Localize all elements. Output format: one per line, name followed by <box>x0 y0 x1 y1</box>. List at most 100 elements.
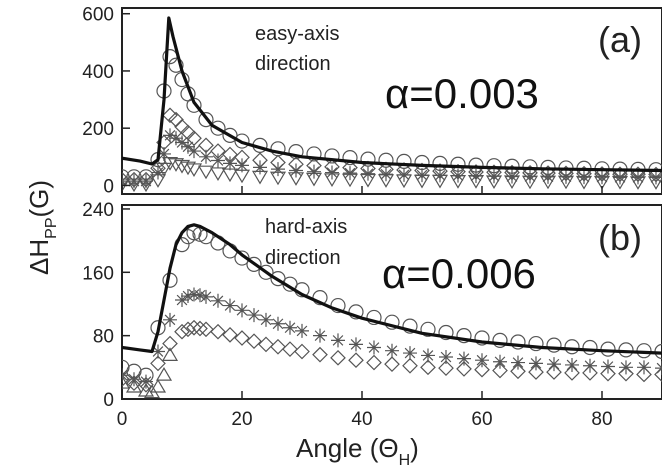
panel-a-label: (a) <box>598 19 642 60</box>
panel-b-point-diamond <box>122 371 130 388</box>
panel-b-point-star <box>193 288 207 303</box>
panel-a-point-star <box>211 153 225 168</box>
panel-b-point-diamond <box>162 335 178 352</box>
panel-b-point-diamond <box>126 375 142 392</box>
panel-b-fit-line <box>122 223 662 355</box>
panel-b-point-circle <box>438 324 454 341</box>
panel-a-point-triangle-down <box>269 171 287 186</box>
panel-b-point-diamond <box>348 352 364 369</box>
panel-a-point-triangle-down <box>161 157 179 171</box>
panel-a-point-triangle-down <box>209 167 227 182</box>
panel-a-marks <box>122 16 662 193</box>
panel-b-annotation-line1: hard-axis <box>265 216 347 238</box>
y-axis-label: ΔHPP(G) <box>24 180 60 275</box>
panel-a-point-diamond <box>122 171 130 188</box>
panel-a-point-triangle-down <box>449 175 467 189</box>
panel-a-point-triangle-down <box>179 161 197 176</box>
panel-a-point-triangle-down <box>185 163 203 178</box>
panel-a-alpha-label: α=0.003 <box>385 70 539 117</box>
panel-a-point-circle <box>288 144 304 160</box>
panel-a-point-triangle-down <box>173 159 191 174</box>
panel-a-point-triangle-down <box>149 174 167 188</box>
panel-a-point-star <box>595 170 609 185</box>
panel-b-point-diamond <box>528 364 544 380</box>
panel-a-frame <box>121 7 662 195</box>
panel-b-point-diamond <box>492 362 508 379</box>
panel-a-point-star <box>187 144 201 159</box>
panel-b-point-triangle-up <box>155 367 173 381</box>
panel-a-point-star <box>253 160 267 175</box>
panel-a-point-star <box>175 135 189 150</box>
panel-a-point-star <box>223 156 237 171</box>
panel-a-point-star <box>541 169 555 184</box>
panel-b-point-star <box>493 354 507 369</box>
panel-b-ticks: 0 80 160 240 0 20 40 60 80 <box>82 200 612 430</box>
panel-b-point-circle <box>420 321 436 337</box>
panel-b-point-star <box>187 287 201 302</box>
panel-b-point-diamond <box>138 376 154 393</box>
y-axis-label-sub: PP <box>43 218 60 239</box>
panel-a-series-star <box>122 128 662 189</box>
panel-a-point-circle <box>360 151 376 167</box>
panel-a-point-star <box>289 163 303 178</box>
panel-a-point-triangle-down <box>323 173 341 188</box>
panel-a-point-star <box>307 164 321 179</box>
panel-a-point-star <box>235 158 249 173</box>
panel-b-series-circle <box>122 225 662 383</box>
panel-b-xtick-label: 80 <box>591 409 612 430</box>
panel-a-point-triangle-down <box>377 174 395 188</box>
panel-b-point-diamond <box>618 365 634 382</box>
panel-a-annotation-line2: direction <box>255 53 331 75</box>
panel-a-point-star <box>163 128 177 143</box>
panel-b-point-diamond <box>246 333 262 350</box>
panel-a-point-triangle-down <box>503 175 521 190</box>
panel-b-point-star <box>283 320 297 335</box>
panel-a-ytick-label: 600 <box>82 5 114 26</box>
panel-b-point-triangle-up <box>122 374 131 389</box>
panel-b-point-circle <box>474 330 490 346</box>
panel-b-point-diamond <box>438 360 454 376</box>
panel-a-point-triangle-down <box>233 169 251 184</box>
panel-b-point-diamond <box>654 366 662 383</box>
panel-a-point-star <box>181 139 195 154</box>
panel-b-point-circle <box>600 341 616 357</box>
panel-a-point-star <box>157 146 171 161</box>
panel-a-point-star <box>151 165 165 180</box>
panel-b-point-circle <box>246 256 262 272</box>
panel-b-point-diamond <box>456 361 472 377</box>
panel-b-point-star <box>313 328 327 343</box>
panel-b-point-circle <box>582 339 598 356</box>
panel-b-point-circle <box>366 309 382 326</box>
panel-a-point-circle <box>414 154 430 171</box>
panel-b-marks <box>122 223 662 399</box>
panel-b-point-diamond <box>402 357 418 374</box>
panel-b-point-diamond <box>210 323 226 340</box>
panel-b-point-star <box>529 356 543 371</box>
panel-b-ytick-label: 80 <box>93 327 114 348</box>
panel-b-point-star <box>295 323 309 338</box>
panel-a-point-triangle-down <box>395 174 413 189</box>
panel-b-point-star <box>163 312 177 327</box>
panel-b-point-star <box>211 293 225 308</box>
panel-a-point-triangle-down <box>359 173 377 188</box>
panel-a-point-triangle-down <box>125 178 143 193</box>
panel-a-point-circle <box>378 152 394 168</box>
panel-a-point-star <box>613 170 627 185</box>
panel-b-point-triangle-up <box>161 347 179 361</box>
panel-b-point-diamond <box>510 363 526 380</box>
panel-a-point-star <box>127 174 141 189</box>
panel-a-point-star <box>199 149 213 164</box>
panel-b-point-diamond <box>180 321 196 338</box>
panel-b-point-star <box>151 344 165 359</box>
panel-b-point-circle <box>330 297 346 314</box>
panel-a-ytick-label: 200 <box>82 119 114 140</box>
panel-b-point-diamond <box>330 349 346 366</box>
panel-a-point-triangle-down <box>197 165 215 180</box>
panel-b-point-diamond <box>420 359 436 376</box>
panel-b-point-circle <box>312 290 328 306</box>
panel-a-point-star <box>631 170 645 185</box>
panel-a-point-circle <box>198 111 214 128</box>
panel-b-point-diamond <box>198 321 214 338</box>
panel-b-point-diamond <box>384 356 400 373</box>
panel-b-point-diamond <box>174 323 190 340</box>
